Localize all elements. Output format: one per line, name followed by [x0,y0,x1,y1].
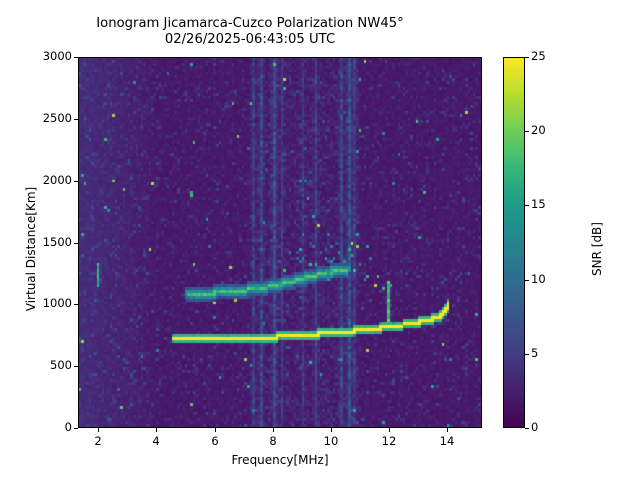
colorbar [503,57,525,428]
colorbar-tick-mark [525,428,529,429]
x-tick-label: 6 [211,434,219,448]
colorbar-tick-label: 15 [531,197,546,211]
ionogram-heatmap [79,58,481,427]
y-tick-label: 2000 [42,173,72,187]
y-tick-label: 0 [64,420,72,434]
colorbar-tick-label: 10 [531,272,546,286]
figure-title: Ionogram Jicamarca-Cuzco Polarization NW… [0,16,500,48]
x-axis-title: Frequency[MHz] [231,453,329,467]
x-tick-mark [156,428,157,432]
y-tick-mark [74,181,78,182]
y-tick-mark [74,119,78,120]
colorbar-tick-label: 20 [531,123,546,137]
y-tick-mark [74,304,78,305]
plot-area [78,57,482,428]
colorbar-title: SNR [dB] [590,222,604,276]
x-tick-mark [215,428,216,432]
x-tick-mark [273,428,274,432]
y-axis-title: Virtual Distance[Km] [24,186,38,312]
colorbar-tick-mark [525,131,529,132]
x-tick-mark [389,428,390,432]
colorbar-tick-mark [525,205,529,206]
y-tick-label: 500 [50,358,72,372]
colorbar-tick-label: 5 [531,346,539,360]
x-tick-label: 2 [94,434,102,448]
x-tick-label: 14 [439,434,455,448]
figure-title-text-line2: 02/26/2025-06:43:05 UTC [164,32,336,47]
x-tick-mark [331,428,332,432]
x-tick-mark [98,428,99,432]
x-tick-label: 4 [152,434,160,448]
x-tick-label: 10 [323,434,339,448]
colorbar-tick-label: 25 [531,49,546,63]
colorbar-tick-mark [525,354,529,355]
y-tick-label: 1500 [42,235,72,249]
y-tick-label: 1000 [42,296,72,310]
figure-title-text-line1: Ionogram Jicamarca-Cuzco Polarization NW… [96,16,404,31]
x-tick-mark [447,428,448,432]
colorbar-tick-label: 0 [531,420,539,434]
colorbar-tick-mark [525,57,529,58]
x-tick-label: 12 [381,434,397,448]
y-tick-mark [74,428,78,429]
y-tick-label: 3000 [42,49,72,63]
y-tick-mark [74,243,78,244]
colorbar-tick-mark [525,280,529,281]
y-tick-mark [74,366,78,367]
y-tick-mark [74,57,78,58]
x-tick-label: 8 [269,434,277,448]
y-tick-label: 2500 [42,111,72,125]
